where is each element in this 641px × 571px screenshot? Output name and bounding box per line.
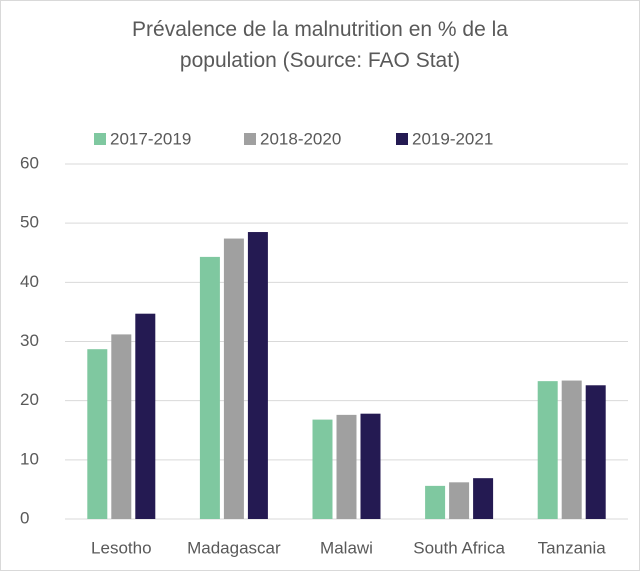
bar <box>223 238 244 520</box>
bar <box>199 256 220 519</box>
chart-title: Prévalence de la malnutrition en % de la… <box>132 18 508 72</box>
y-tick-label: 50 <box>20 213 39 232</box>
bar <box>537 381 558 519</box>
bar <box>585 385 606 519</box>
bar <box>449 482 470 519</box>
bar <box>425 485 446 519</box>
bar <box>87 349 108 519</box>
bar <box>135 313 156 519</box>
y-tick-label: 10 <box>20 449 39 468</box>
bar <box>561 380 582 519</box>
legend-swatch <box>396 133 408 145</box>
legend-swatch <box>94 133 106 145</box>
x-tick-label: South Africa <box>413 538 505 557</box>
legend-label: 2019-2021 <box>412 129 493 148</box>
legend-swatch <box>244 133 256 145</box>
y-tick-label: 30 <box>20 331 39 350</box>
bar <box>336 414 357 519</box>
bar <box>247 232 268 519</box>
bar <box>111 334 132 519</box>
x-tick-label: Madagascar <box>187 538 281 557</box>
y-tick-label: 60 <box>20 153 39 172</box>
legend-label: 2018-2020 <box>260 129 341 148</box>
x-tick-label: Tanzania <box>538 538 607 557</box>
y-tick-label: 0 <box>20 508 29 527</box>
x-tick-label: Lesotho <box>91 538 152 557</box>
bar <box>312 419 333 519</box>
legend-label: 2017-2019 <box>110 129 191 148</box>
bar <box>473 478 494 519</box>
y-tick-label: 40 <box>20 272 39 291</box>
x-tick-label: Malawi <box>320 538 373 557</box>
bar <box>360 413 381 519</box>
y-tick-label: 20 <box>20 390 39 409</box>
